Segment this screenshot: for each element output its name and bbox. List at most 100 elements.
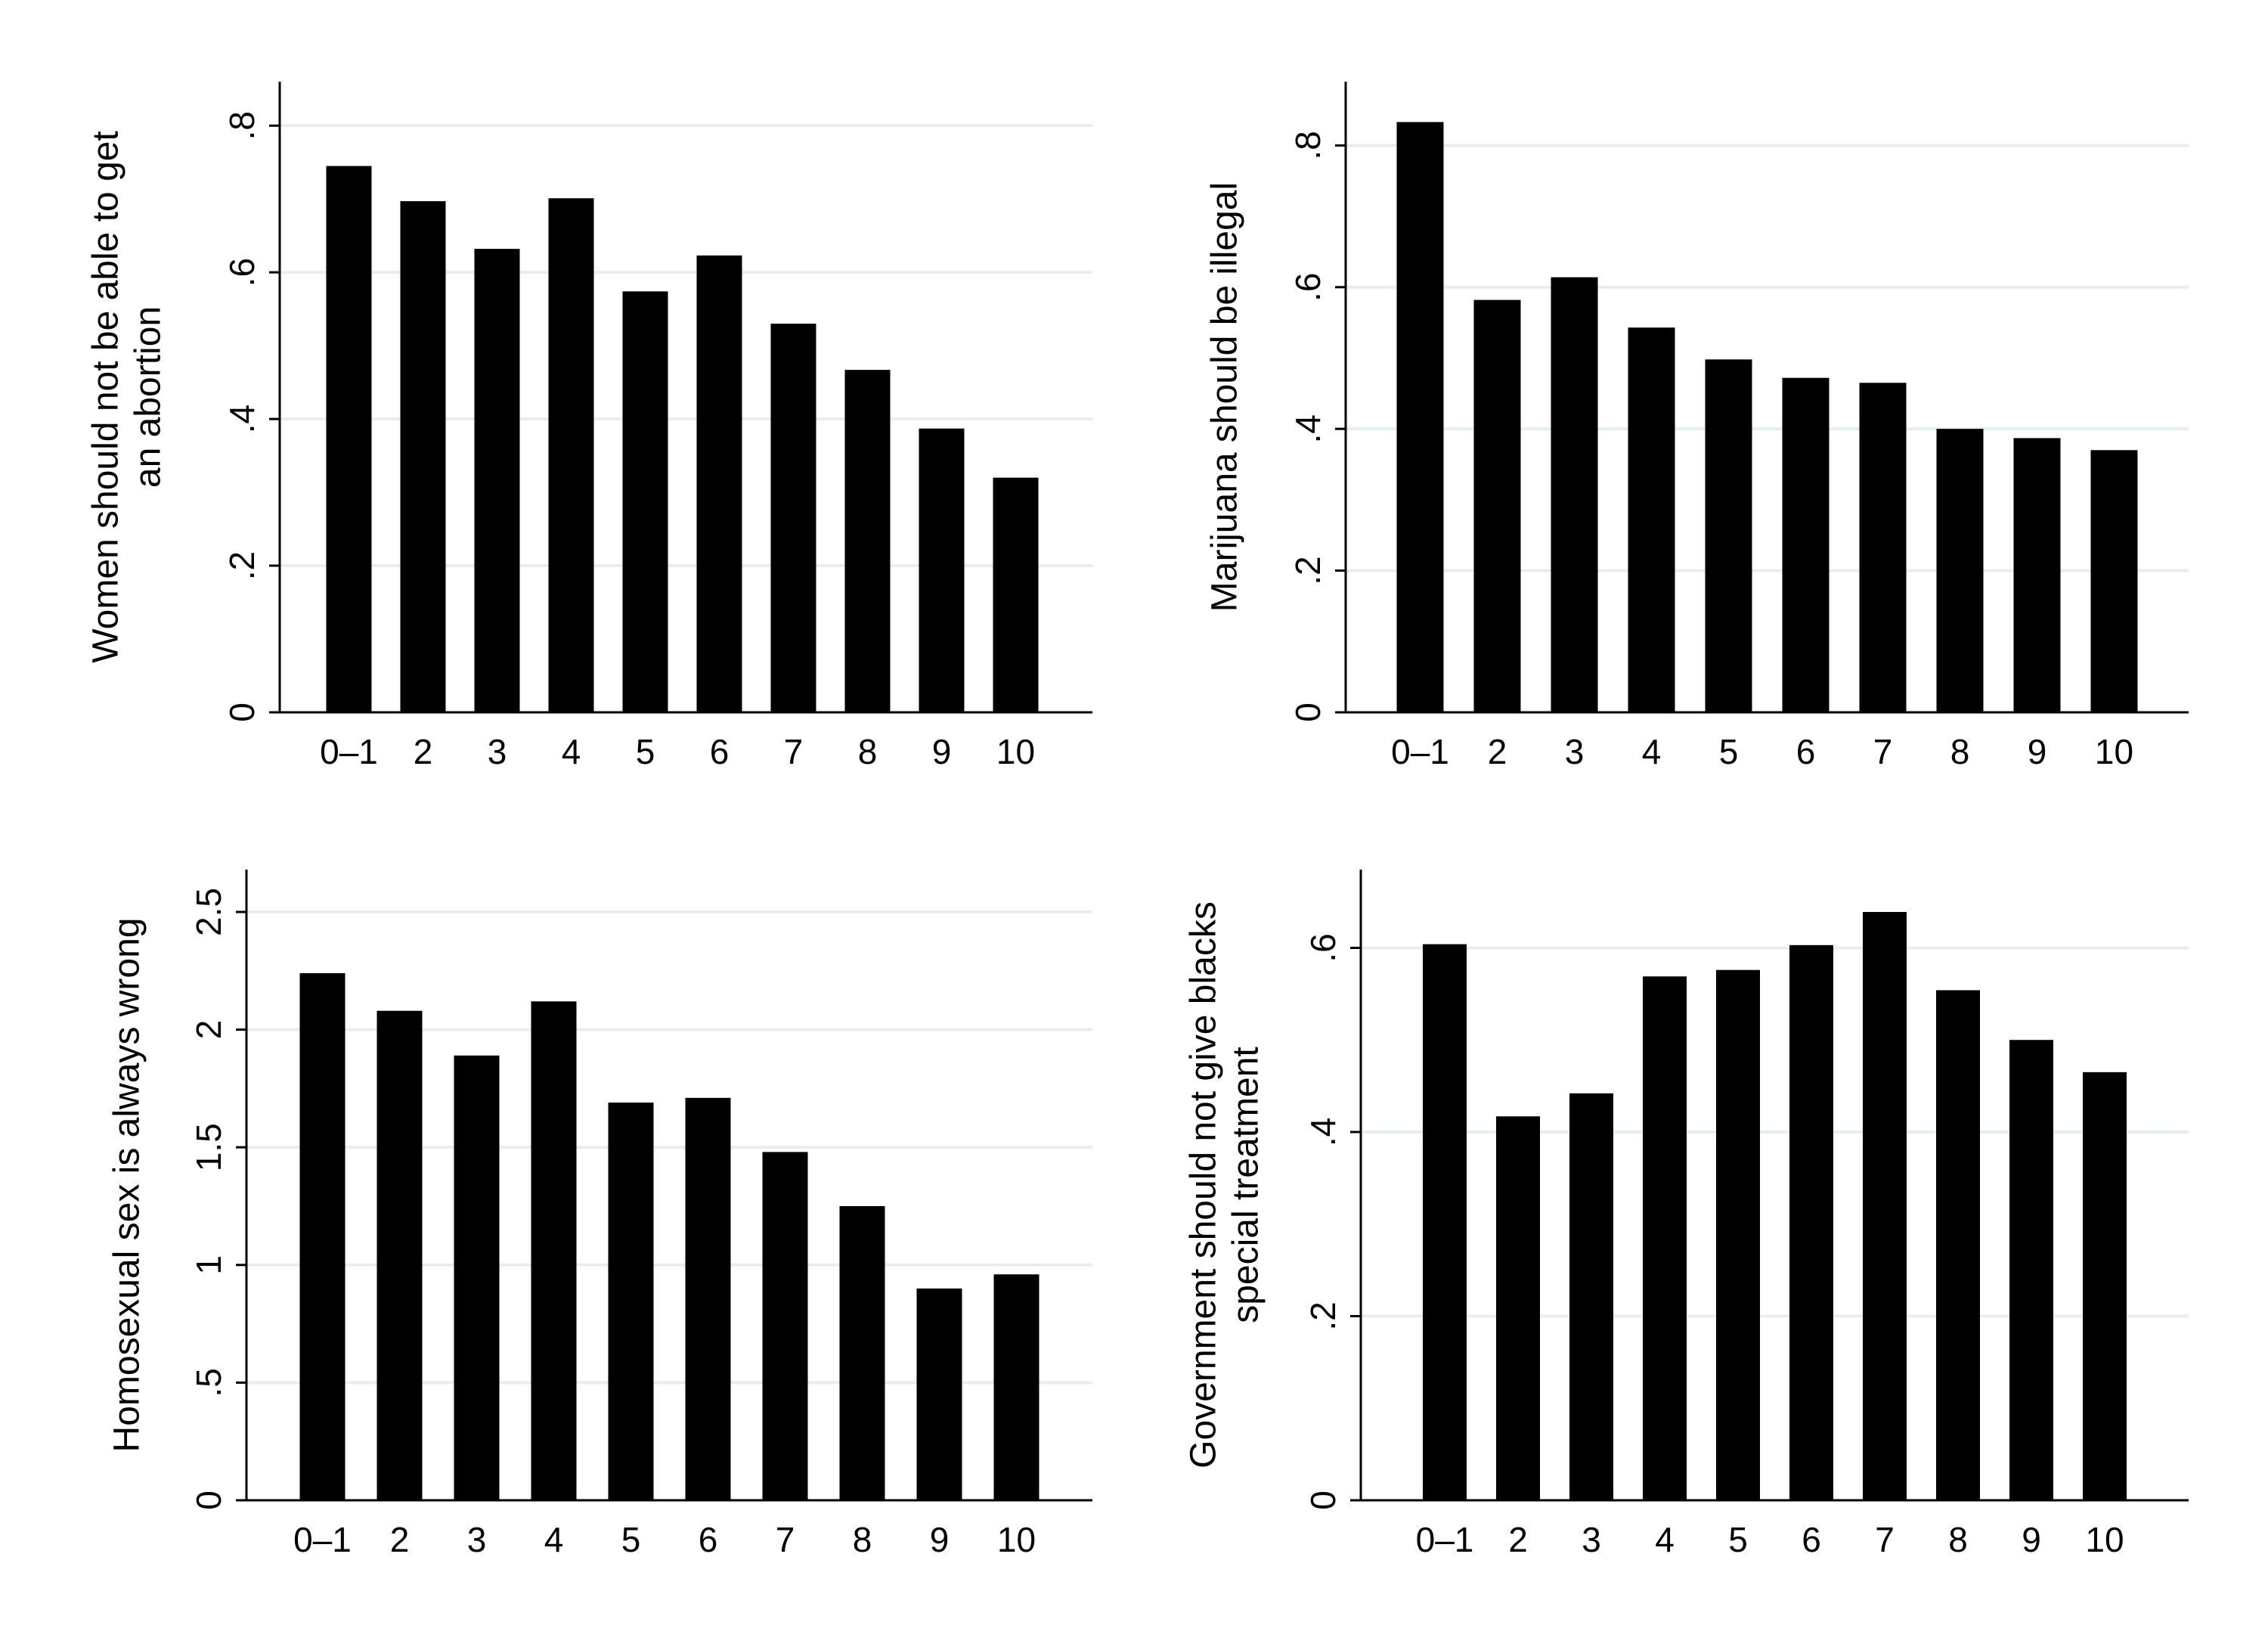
y-axis-title: an abortion <box>129 306 169 488</box>
x-tick-label: 8 <box>853 1520 872 1559</box>
bar <box>1936 429 1984 712</box>
bar <box>1496 1116 1540 1500</box>
x-tick-label: 10 <box>2085 1520 2124 1559</box>
x-tick-label: 2 <box>390 1520 410 1559</box>
y-tick-label: .5 <box>189 1368 228 1397</box>
bar <box>454 1055 500 1500</box>
x-tick-label: 6 <box>699 1520 718 1559</box>
y-tick-label: .6 <box>1303 933 1343 962</box>
y-tick-label: .8 <box>1288 131 1328 160</box>
x-tick-label: 4 <box>544 1520 564 1559</box>
x-tick-label: 5 <box>1719 732 1739 771</box>
y-tick-label: .8 <box>222 111 262 140</box>
bar <box>326 166 372 712</box>
bar <box>1859 383 1907 712</box>
bar <box>839 1206 885 1500</box>
bar <box>548 198 594 713</box>
bar <box>993 1274 1040 1500</box>
chart-panel-4: 0 .2 .4 .6 0–1 2 3 4 5 6 7 8 9 10 Government should no… <box>1184 870 2189 1559</box>
x-tick-label: 9 <box>930 1520 950 1559</box>
x-tick-label: 6 <box>1802 1520 1821 1559</box>
bar <box>400 201 446 712</box>
x-tick-label: 10 <box>997 1520 1036 1559</box>
x-tick-label: 3 <box>488 732 507 771</box>
x-tick-label: 7 <box>776 1520 795 1559</box>
bar <box>993 477 1039 712</box>
chart-panel-1: 0 .2 .4 .6 .8 0–1 2 3 4 5 6 7 8 9 10 Women should not b… <box>86 82 1092 771</box>
bar <box>622 291 668 712</box>
bar <box>844 370 891 712</box>
bar <box>2013 438 2061 712</box>
x-tick-label: 0–1 <box>320 732 378 771</box>
bar <box>1936 990 1980 1500</box>
bar <box>2009 1040 2053 1500</box>
bar <box>916 1288 962 1500</box>
bar <box>919 428 965 712</box>
bar <box>2090 450 2138 712</box>
y-axis-title: Women should not be able to get <box>86 131 126 663</box>
y-axis-title: Homosexual sex is always wrong <box>107 918 147 1453</box>
bar <box>1551 277 1598 713</box>
bar <box>1473 299 1521 712</box>
x-tick-label: 4 <box>562 732 581 771</box>
bar <box>696 255 742 713</box>
x-tick-label: 2 <box>1508 1520 1528 1559</box>
bar <box>1396 122 1444 713</box>
bar <box>1716 969 1760 1500</box>
y-tick-label: 2.5 <box>189 888 228 936</box>
x-tick-label: 8 <box>858 732 878 771</box>
x-tick-label: 0–1 <box>293 1520 352 1559</box>
x-tick-label: 7 <box>1873 732 1893 771</box>
bar <box>1628 327 1675 712</box>
bar <box>1705 359 1752 712</box>
x-tick-label: 2 <box>1488 732 1507 771</box>
y-axis-title: special treatment <box>1226 1047 1266 1323</box>
chart-panel-2: 0 .2 .4 .6 .8 0–1 2 3 4 5 6 7 8 9 10 Marijuana should b… <box>1205 82 2189 771</box>
bar <box>1569 1093 1613 1500</box>
x-tick-label: 2 <box>414 732 433 771</box>
bar <box>531 1001 577 1500</box>
bar <box>608 1103 654 1500</box>
bar <box>770 324 816 712</box>
bar <box>1863 912 1907 1500</box>
x-tick-label: 10 <box>996 732 1035 771</box>
y-tick-label: .2 <box>1288 556 1328 585</box>
chart-panel-3: 0 .5 1 1.5 2 2.5 0–1 2 3 4 5 6 7 8 9 10 Homosexual sex i… <box>107 870 1092 1559</box>
y-tick-label: 0 <box>189 1490 228 1510</box>
bar <box>1643 976 1687 1500</box>
bar <box>1789 944 1833 1500</box>
y-tick-label: 2 <box>189 1020 228 1040</box>
x-tick-label: 4 <box>1655 1520 1675 1559</box>
x-tick-label: 6 <box>710 732 730 771</box>
y-tick-label: .4 <box>1288 414 1328 443</box>
y-tick-label: 0 <box>1303 1490 1343 1510</box>
x-tick-label: 4 <box>1642 732 1662 771</box>
y-tick-label: .2 <box>222 551 262 580</box>
x-tick-label: 3 <box>467 1520 487 1559</box>
y-tick-label: 0 <box>222 702 262 722</box>
x-tick-label: 8 <box>1950 732 1970 771</box>
x-tick-label: 0–1 <box>1391 732 1449 771</box>
y-tick-label: .2 <box>1303 1301 1343 1330</box>
x-tick-label: 3 <box>1582 1520 1601 1559</box>
x-tick-label: 5 <box>1728 1520 1748 1559</box>
bar <box>685 1097 731 1500</box>
y-tick-label: .4 <box>1303 1118 1343 1146</box>
x-tick-label: 6 <box>1796 732 1816 771</box>
y-tick-label: 0 <box>1288 702 1328 722</box>
y-axis-title: Marijuana should be illegal <box>1205 182 1245 612</box>
bar <box>1782 377 1830 712</box>
y-tick-label: 1 <box>189 1255 228 1275</box>
bar <box>1423 944 1467 1500</box>
y-tick-label: 1.5 <box>189 1123 228 1171</box>
x-tick-label: 5 <box>621 1520 641 1559</box>
x-tick-label: 5 <box>636 732 655 771</box>
x-tick-label: 8 <box>1948 1520 1968 1559</box>
x-tick-label: 9 <box>2022 1520 2041 1559</box>
x-tick-label: 0–1 <box>1416 1520 1474 1559</box>
y-tick-label: .6 <box>222 258 262 287</box>
x-tick-label: 9 <box>932 732 952 771</box>
bar <box>2083 1072 2127 1500</box>
y-tick-label: .6 <box>1288 273 1328 302</box>
